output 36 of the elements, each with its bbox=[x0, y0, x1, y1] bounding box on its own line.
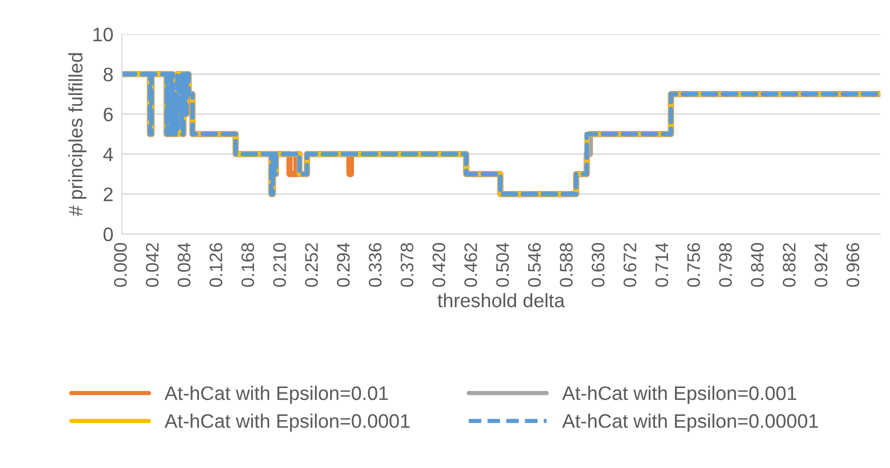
y-tick-label: 10 bbox=[93, 28, 113, 42]
y-axis-title: # principles fulfilled bbox=[68, 53, 86, 216]
x-tick-label: 0.630 bbox=[592, 243, 604, 287]
y-tick-label: 8 bbox=[104, 68, 113, 82]
legend-label: At-hCat with Epsilon=0.0001 bbox=[164, 414, 410, 432]
x-tick-label: 0.924 bbox=[814, 242, 828, 287]
y-tick-label: 6 bbox=[104, 108, 113, 122]
x-tick-label: 0.210 bbox=[273, 243, 286, 287]
x-tick-label: 0.798 bbox=[719, 243, 732, 287]
x-tick-label: 0.126 bbox=[210, 243, 222, 287]
x-tick-label: 0.504 bbox=[496, 242, 509, 287]
x-tick-label: 0.378 bbox=[400, 243, 414, 287]
x-tick-label: 0.672 bbox=[624, 243, 636, 287]
x-tick-label: 0.294 bbox=[336, 242, 350, 287]
x-tick-label: 0.882 bbox=[782, 243, 796, 287]
x-tick-label: 0.000 bbox=[114, 243, 127, 287]
x-tick-label: 0.042 bbox=[146, 243, 159, 287]
x-tick-label: 0.546 bbox=[528, 243, 541, 287]
y-tick-label: 4 bbox=[103, 148, 114, 162]
x-tick-label: 0.084 bbox=[178, 242, 190, 287]
legend-label: At-hCat with Epsilon=0.001 bbox=[562, 386, 796, 404]
x-tick-label: 0.588 bbox=[560, 243, 573, 287]
x-tick-label: 0.756 bbox=[687, 243, 700, 287]
x-tick-label: 0.966 bbox=[846, 243, 860, 287]
x-tick-label: 0.462 bbox=[464, 243, 478, 287]
x-axis-title: threshold delta bbox=[438, 293, 565, 308]
x-tick-label: 0.252 bbox=[305, 243, 318, 287]
y-tick-label: 0 bbox=[104, 227, 113, 242]
x-tick-label: 0.420 bbox=[432, 243, 446, 287]
y-tick-label: 2 bbox=[104, 188, 113, 202]
x-tick-label: 0.168 bbox=[241, 243, 254, 287]
x-tick-label: 0.840 bbox=[750, 243, 764, 287]
x-tick-label: 0.336 bbox=[368, 243, 382, 287]
legend-label: At-hCat with Epsilon=0.01 bbox=[164, 386, 388, 404]
legend-label: At-hCat with Epsilon=0.00001 bbox=[562, 414, 818, 432]
x-tick-label: 0.714 bbox=[655, 242, 668, 287]
